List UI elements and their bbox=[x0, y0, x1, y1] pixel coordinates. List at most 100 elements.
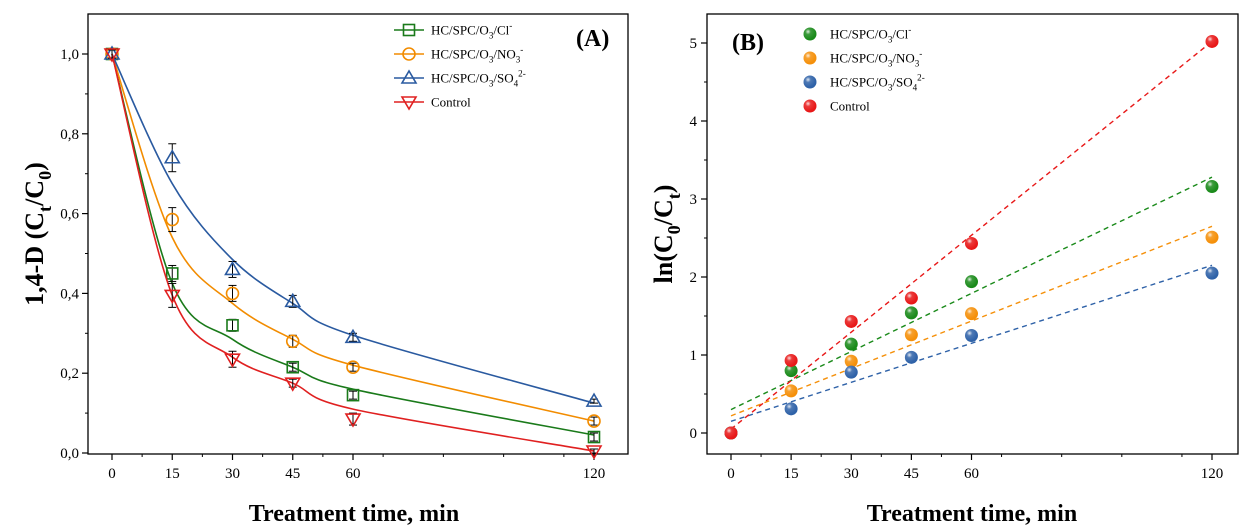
y-tick-label: 0,4 bbox=[60, 286, 79, 302]
data-point bbox=[346, 388, 360, 402]
data-point bbox=[224, 260, 241, 276]
legend-label: HC/SPC/O3/SO42- bbox=[830, 73, 925, 93]
fit-curve bbox=[111, 53, 595, 422]
ball-highlight bbox=[784, 353, 798, 367]
trend-line bbox=[730, 264, 1213, 422]
ball-highlight bbox=[965, 329, 978, 342]
ball-highlight bbox=[1205, 230, 1219, 244]
legend-marker bbox=[402, 23, 416, 37]
ball-highlight bbox=[844, 337, 858, 351]
legend-marker bbox=[803, 27, 817, 41]
legend-label: Control bbox=[830, 99, 870, 114]
legend: HC/SPC/O3/Cl- HC/SPC/O3/NO3- HC/SPC/O3/SO4… bbox=[394, 21, 526, 111]
ball-highlight bbox=[904, 328, 918, 342]
data-point bbox=[965, 236, 978, 250]
data-point bbox=[784, 402, 798, 416]
x-tick-label: 0 bbox=[108, 466, 116, 482]
legend-label: HC/SPC/O3/Cl- bbox=[431, 21, 512, 41]
trend-line bbox=[730, 176, 1213, 411]
legend-marker bbox=[803, 99, 817, 113]
x-tick-label: 60 bbox=[346, 466, 361, 482]
ball-highlight bbox=[844, 365, 858, 379]
data-point bbox=[284, 292, 302, 308]
y-tick-label: 0,6 bbox=[60, 207, 79, 223]
x-tick-label: 15 bbox=[165, 466, 180, 482]
ball-highlight bbox=[904, 350, 918, 364]
x-tick-label: 15 bbox=[784, 466, 799, 482]
y-tick-label: 2 bbox=[690, 270, 698, 286]
ball-highlight bbox=[844, 314, 858, 328]
data-point bbox=[585, 445, 603, 460]
data-point bbox=[1205, 180, 1219, 194]
series-group bbox=[103, 48, 603, 460]
data-point bbox=[965, 307, 978, 321]
legend-marker bbox=[400, 69, 418, 84]
data-point bbox=[904, 328, 918, 342]
y-tick-label: 3 bbox=[690, 192, 698, 208]
data-point bbox=[587, 430, 601, 444]
ball-highlight bbox=[965, 236, 978, 250]
ball-highlight bbox=[803, 27, 817, 41]
data-point bbox=[784, 353, 798, 367]
fit-curve bbox=[111, 53, 595, 404]
data-point bbox=[904, 306, 918, 320]
y-axis-title: 1,4-D (Ct/C0) bbox=[20, 162, 55, 306]
y-tick-label: 1 bbox=[690, 348, 698, 364]
data-point bbox=[286, 360, 300, 374]
data-point bbox=[784, 384, 798, 398]
data-point bbox=[103, 45, 121, 60]
data-point bbox=[965, 275, 978, 289]
data-point bbox=[1205, 266, 1219, 280]
data-point bbox=[226, 319, 239, 332]
y-tick-label: 4 bbox=[690, 114, 698, 130]
legend: HC/SPC/O3/Cl- HC/SPC/O3/NO3- HC/SPC/O3/SO4… bbox=[803, 25, 925, 114]
legend-label: HC/SPC/O3/Cl- bbox=[830, 25, 911, 45]
y-tick-label: 1,0 bbox=[60, 47, 79, 63]
data-point bbox=[844, 365, 858, 379]
x-tick-label: 45 bbox=[285, 466, 300, 482]
x-tick-label: 60 bbox=[964, 466, 979, 482]
ball-highlight bbox=[904, 306, 918, 320]
legend-label: HC/SPC/O3/NO3- bbox=[830, 49, 922, 69]
y-tick-label: 5 bbox=[690, 36, 698, 52]
data-point bbox=[285, 334, 300, 349]
ball-highlight bbox=[904, 291, 918, 305]
y-tick-label: 0,2 bbox=[60, 366, 79, 382]
legend-label: Control bbox=[431, 95, 471, 110]
ball-highlight bbox=[724, 426, 738, 440]
data-point bbox=[844, 314, 858, 328]
data-point bbox=[1205, 34, 1219, 48]
series-group bbox=[724, 266, 1219, 440]
data-point bbox=[784, 364, 798, 378]
ball-highlight bbox=[965, 307, 978, 321]
ball-highlight bbox=[1205, 180, 1219, 194]
x-axis-title: Treatment time, min bbox=[249, 501, 459, 527]
data-point bbox=[344, 413, 362, 428]
x-tick-label: 30 bbox=[844, 466, 859, 482]
data-point bbox=[724, 426, 738, 440]
x-tick-label: 45 bbox=[904, 466, 919, 482]
x-tick-label: 0 bbox=[727, 466, 735, 482]
data-point bbox=[165, 212, 180, 227]
data-point bbox=[844, 354, 858, 368]
data-point bbox=[904, 291, 918, 305]
trend-line bbox=[730, 225, 1213, 417]
data-point bbox=[844, 337, 858, 351]
panel-a: 0 15 30 45 60 120 0,0 0,2 0,4 0,6 0,8 1,0 Treatment … bbox=[20, 13, 629, 527]
fit-curve bbox=[111, 53, 595, 452]
ball-highlight bbox=[1205, 34, 1219, 48]
data-point bbox=[904, 350, 918, 364]
ball-highlight bbox=[784, 402, 798, 416]
ball-highlight bbox=[965, 275, 978, 289]
data-point bbox=[1205, 230, 1219, 244]
x-tick-label: 30 bbox=[225, 466, 240, 482]
legend-label: HC/SPC/O3/SO42- bbox=[431, 69, 526, 89]
legend-marker bbox=[400, 96, 418, 111]
data-point bbox=[224, 353, 241, 368]
y-tick-label: 0,8 bbox=[60, 127, 79, 143]
data-point bbox=[103, 48, 121, 63]
ball-highlight bbox=[784, 384, 798, 398]
y-tick-label: 0,0 bbox=[60, 446, 79, 462]
